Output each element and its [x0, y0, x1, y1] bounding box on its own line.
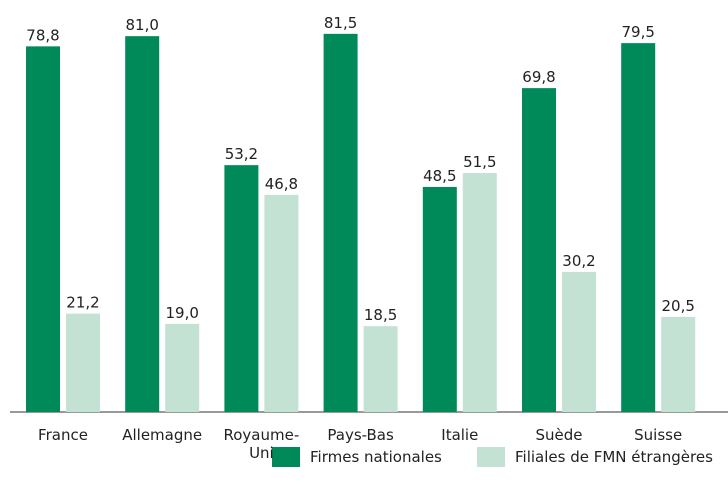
- x-tick-label: Royaume-Uni: [223, 426, 300, 462]
- bar: [661, 316, 696, 412]
- value-label: 81,0: [125, 16, 158, 34]
- value-label: 69,8: [522, 68, 555, 86]
- x-tick-label: Pays-Bas: [327, 426, 394, 444]
- bar: [522, 88, 556, 413]
- value-label: 20,5: [661, 297, 694, 315]
- legend-swatch: [272, 447, 300, 467]
- x-tick-label: Suède: [535, 426, 583, 444]
- value-label: 48,5: [423, 167, 456, 185]
- value-label: 30,2: [562, 252, 595, 270]
- legend-label: Filiales de FMN étrangères: [515, 448, 713, 466]
- value-label: 81,5: [324, 14, 357, 32]
- legend-label: Firmes nationales: [310, 448, 442, 466]
- bar: [462, 173, 497, 412]
- bar: [26, 46, 60, 412]
- value-label: 53,2: [225, 145, 258, 163]
- x-tick-label: Italie: [441, 426, 479, 444]
- value-label: 78,8: [26, 26, 59, 44]
- bar: [224, 165, 259, 412]
- bar: [621, 43, 656, 413]
- bar: [264, 194, 299, 412]
- bar: [165, 323, 200, 412]
- bar: [422, 186, 457, 412]
- value-label: 19,0: [165, 304, 198, 322]
- bar: [363, 326, 398, 412]
- legend-swatch: [477, 447, 505, 467]
- bar: [66, 313, 100, 412]
- value-label: 79,5: [621, 23, 654, 41]
- value-label: 46,8: [265, 175, 298, 193]
- bar: [125, 36, 160, 412]
- x-tick-label: Suisse: [634, 426, 683, 444]
- x-tick-label: Allemagne: [122, 426, 203, 444]
- value-label: 21,2: [66, 294, 99, 312]
- x-tick-label: France: [38, 426, 88, 444]
- bar: [562, 271, 596, 412]
- value-label: 18,5: [364, 306, 397, 324]
- value-label: 51,5: [463, 153, 496, 171]
- bar: [323, 33, 358, 413]
